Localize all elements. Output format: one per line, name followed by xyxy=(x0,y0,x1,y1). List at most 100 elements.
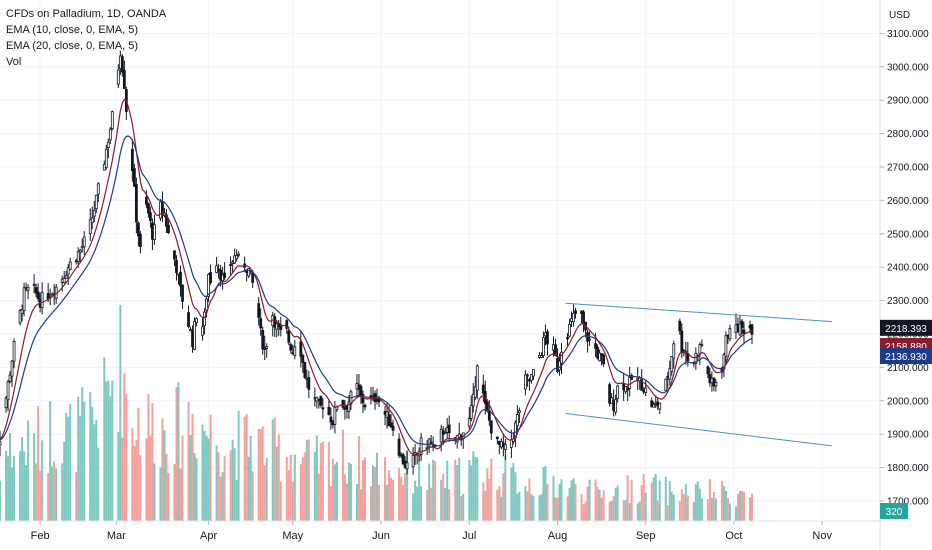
volume-bar xyxy=(682,494,685,521)
volume-bar xyxy=(315,435,318,521)
channel-lower-line[interactable] xyxy=(565,412,833,447)
candle-body xyxy=(217,268,220,271)
candle-body xyxy=(489,420,493,434)
candle-body xyxy=(147,203,150,214)
volume-bar xyxy=(598,489,601,521)
volume-bar xyxy=(25,465,28,521)
volume-bar xyxy=(572,478,575,521)
volume-bar xyxy=(544,466,547,521)
volume-bar xyxy=(488,478,491,521)
volume-bar xyxy=(151,403,154,521)
volume-bar xyxy=(500,496,503,521)
ema20-line xyxy=(0,135,753,447)
volume-bar xyxy=(333,464,336,521)
volume-bar xyxy=(654,474,657,521)
volume-bar xyxy=(103,357,106,521)
volume-bar xyxy=(93,424,96,521)
candle-body xyxy=(36,291,40,300)
candle-body xyxy=(728,328,732,340)
candle-body xyxy=(363,404,367,408)
volume-bar xyxy=(357,436,360,521)
volume-bar xyxy=(376,452,379,521)
volume-bar xyxy=(458,457,461,521)
volume-bar xyxy=(67,416,70,521)
volume-bar xyxy=(698,488,701,521)
volume-bar xyxy=(738,491,741,521)
volume-bar xyxy=(710,497,713,521)
time-tick-label: Jul xyxy=(462,530,476,542)
volume-bar xyxy=(658,480,661,521)
volume-bar xyxy=(363,457,366,521)
volume-bar xyxy=(624,500,627,521)
candle-body xyxy=(32,283,36,286)
volume-bar xyxy=(149,435,152,521)
volume-bar xyxy=(0,480,2,521)
volume-bar xyxy=(247,456,250,521)
time-tick-label: Jun xyxy=(372,530,390,542)
candle-body xyxy=(88,219,92,234)
volume-bar xyxy=(303,452,306,521)
candlesticks xyxy=(0,50,754,475)
candle-body xyxy=(397,438,401,456)
volume-bar xyxy=(35,463,38,521)
candle-body xyxy=(175,259,178,274)
candle-body xyxy=(321,407,325,410)
legend-title: CFDs on Palladium, 1D, OANDA xyxy=(6,8,167,20)
candle-body xyxy=(161,202,164,213)
volume-bar xyxy=(496,489,499,521)
volume-bar xyxy=(287,470,290,521)
volume-bar xyxy=(51,466,54,521)
volume-bar xyxy=(331,458,334,521)
candle-body xyxy=(329,416,333,423)
volume-bar xyxy=(177,382,180,521)
volume-bar xyxy=(215,445,218,521)
candle-body xyxy=(76,251,80,262)
candle-body xyxy=(132,168,136,187)
price-tick-label: 2300.000 xyxy=(887,296,929,307)
volume-bar xyxy=(77,396,80,521)
volume-bar xyxy=(49,401,52,521)
legend-vol: Vol xyxy=(6,56,22,68)
volume-bar xyxy=(347,462,350,521)
candle-body xyxy=(530,374,533,381)
candle-body xyxy=(532,369,535,377)
price-tick-label: 3100.000 xyxy=(887,29,929,40)
volume-bar xyxy=(121,437,124,521)
time-tick-label: Oct xyxy=(725,530,742,542)
volume-bar xyxy=(512,462,515,521)
candle-body xyxy=(572,312,575,323)
volume-bar xyxy=(530,494,533,521)
volume-bar xyxy=(672,494,675,521)
volume-bar xyxy=(516,493,519,521)
candle-body xyxy=(259,318,263,329)
volume-bar xyxy=(317,473,320,521)
time-axis[interactable]: Feb Mar Apr May Jun Jul Aug Sep Oct Nov xyxy=(31,521,833,542)
price-tick-label: 2000.000 xyxy=(887,396,929,407)
volume-bar xyxy=(145,438,148,521)
candle-body xyxy=(650,400,654,408)
candle-body xyxy=(405,462,409,470)
channel-upper-line[interactable] xyxy=(565,302,833,323)
candle-body xyxy=(257,303,261,318)
volume-bar xyxy=(474,456,477,521)
volume-bar xyxy=(153,463,156,521)
ema10-tag-label: 2158.880 xyxy=(885,342,927,353)
volume-bar xyxy=(734,506,737,521)
volume-bar xyxy=(21,437,24,521)
volume-bar xyxy=(361,460,364,521)
candle-body xyxy=(594,343,597,349)
candle-body xyxy=(251,272,255,283)
volume-bar xyxy=(107,380,110,521)
volume-bar xyxy=(706,499,709,521)
volume-bar xyxy=(650,482,653,521)
volume-bar xyxy=(751,493,753,521)
price-axis[interactable]: USD 3100.000 3000.000 2900.000 2800.000 2700.… xyxy=(880,10,929,507)
volume-bar xyxy=(652,477,655,521)
time-tick-label: Nov xyxy=(812,530,832,542)
volume-bar xyxy=(524,486,527,521)
volume-bar xyxy=(748,497,751,521)
volume-bar xyxy=(684,484,687,521)
volume-bar xyxy=(724,491,727,521)
